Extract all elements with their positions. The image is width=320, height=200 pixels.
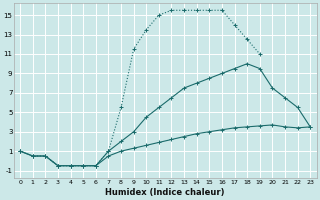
X-axis label: Humidex (Indice chaleur): Humidex (Indice chaleur) [106,188,225,197]
